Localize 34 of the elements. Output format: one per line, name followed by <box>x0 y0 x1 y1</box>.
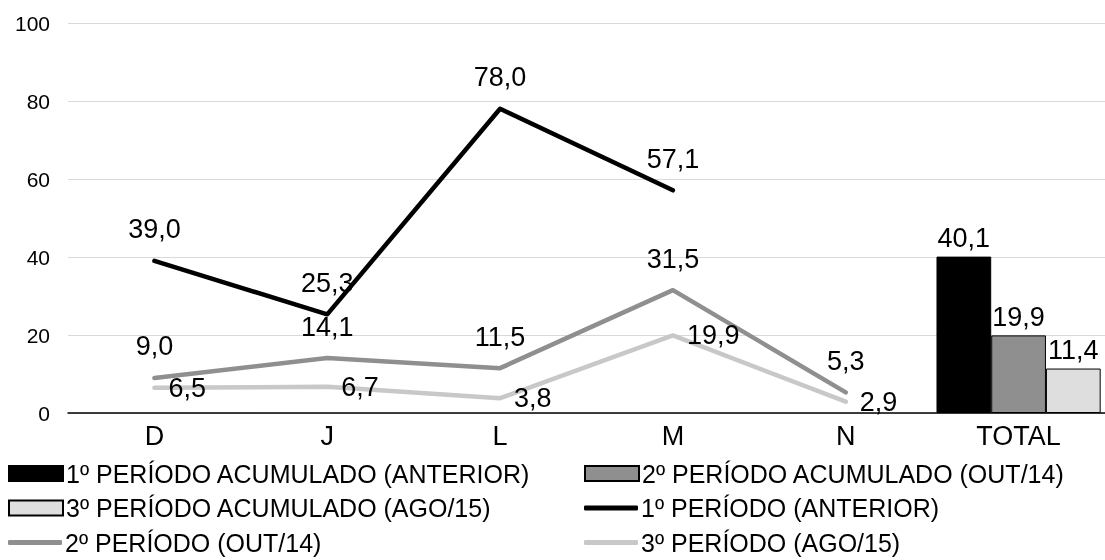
y-tick-label: 60 <box>26 167 50 191</box>
x-tick-label: M <box>661 420 685 451</box>
x-tick-label: D <box>144 420 165 451</box>
data-label: 6,7 <box>341 371 379 402</box>
data-label: 14,1 <box>300 311 354 342</box>
data-label: 9,0 <box>135 331 174 362</box>
legend-label: 3º PERÍODO ACUMULADO (AGO/15) <box>66 494 491 522</box>
x-tick-label: N <box>836 420 856 451</box>
y-tick-label: 40 <box>26 245 50 269</box>
data-label: 57,1 <box>646 143 700 174</box>
data-label: 39,0 <box>128 214 181 245</box>
y-tick-label: 20 <box>26 323 50 347</box>
legend-label: 2º PERÍODO ACUMULADO (OUT/14) <box>642 459 1064 488</box>
legend-label: 1º PERÍODO ACUMULADO (ANTERIOR) <box>66 459 530 488</box>
data-label: 3,8 <box>514 383 552 414</box>
data-label: 78,0 <box>473 62 527 93</box>
data-label: 6,5 <box>168 372 206 403</box>
data-label: 5,3 <box>826 345 865 376</box>
y-tick-label: 100 <box>14 11 50 35</box>
data-label: 19,9 <box>992 301 1045 332</box>
data-label: 11,4 <box>1048 335 1099 366</box>
data-label: 2,9 <box>859 386 898 417</box>
data-label: 11,5 <box>474 321 526 352</box>
x-tick-label: TOTAL <box>976 420 1061 451</box>
y-tick-label: 80 <box>26 89 50 113</box>
data-label: 19,9 <box>686 320 740 351</box>
x-tick-label: L <box>492 420 508 451</box>
legend-label: 1º PERÍODO (ANTERIOR) <box>641 494 940 522</box>
data-label: 40,1 <box>937 223 991 254</box>
legend-label: 3º PERÍODO (AGO/15) <box>641 528 901 557</box>
data-label: 31,5 <box>646 243 700 274</box>
x-tick-label: J <box>320 420 334 451</box>
legend-label: 2º PERÍODO (OUT/14) <box>65 528 322 557</box>
y-tick-label: 0 <box>38 401 50 425</box>
